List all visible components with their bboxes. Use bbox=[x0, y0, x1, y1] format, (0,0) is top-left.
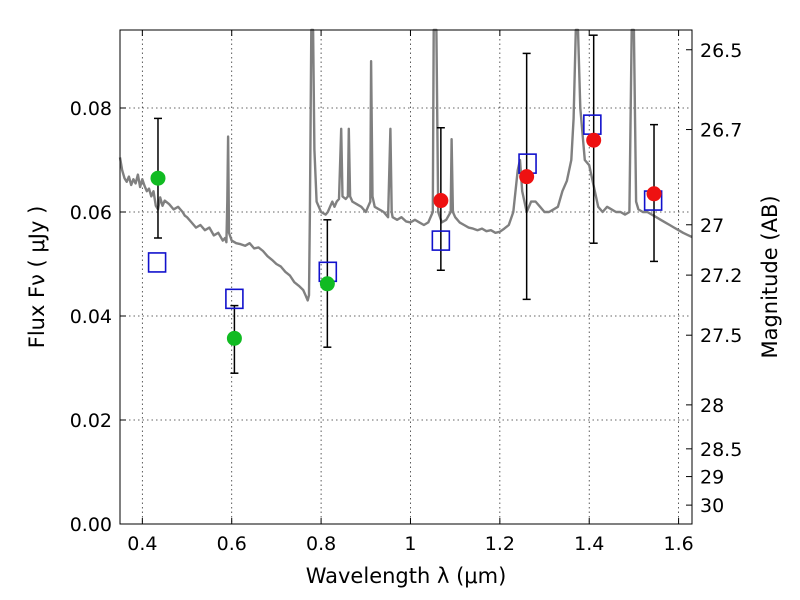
y-tick-label: 0.08 bbox=[70, 98, 112, 120]
observed-point-green bbox=[226, 330, 242, 346]
y-axis-label: Flux Fν ( μJy ) bbox=[25, 206, 49, 349]
y2-tick-label: 27 bbox=[700, 215, 724, 237]
model-spectrum-layer bbox=[118, 28, 693, 302]
y2-tick-label: 28.5 bbox=[700, 439, 742, 461]
x-axis-label: Wavelength λ (μm) bbox=[306, 564, 507, 588]
model-photometry-square bbox=[225, 288, 244, 310]
x-tick-label: 0.4 bbox=[127, 533, 157, 555]
y2-tick-label: 27.5 bbox=[700, 325, 742, 347]
y2-tick-label: 27.2 bbox=[700, 265, 742, 287]
model-photometry-square bbox=[431, 230, 451, 251]
y-tick-label: 0.06 bbox=[70, 202, 112, 224]
model-spectrum-line bbox=[118, 28, 693, 302]
x-tick-label: 0.8 bbox=[306, 533, 336, 555]
observed-photometry-layer bbox=[150, 132, 662, 346]
x-tick-label: 0.6 bbox=[217, 533, 247, 555]
plot-frame bbox=[119, 29, 693, 525]
observed-point-red bbox=[646, 186, 662, 202]
x-tick-label: 1.4 bbox=[574, 533, 604, 555]
y2-tick-label: 26.5 bbox=[700, 40, 742, 62]
x-tick-label: 1.2 bbox=[485, 533, 515, 555]
y2-tick-label: 26.7 bbox=[700, 120, 742, 142]
y2-tick-label: 29 bbox=[700, 467, 724, 489]
y-tick-label: 0.02 bbox=[70, 410, 112, 432]
model-photometry-square bbox=[583, 114, 602, 135]
y-tick-label: 0.04 bbox=[70, 306, 112, 328]
x-tick-label: 1 bbox=[404, 533, 416, 555]
model-photometry-square bbox=[147, 252, 167, 273]
observed-point-red bbox=[519, 169, 535, 185]
x-tick-label: 1.6 bbox=[663, 533, 693, 555]
y2-tick-label: 30 bbox=[700, 495, 724, 517]
observed-point-red bbox=[433, 193, 449, 209]
observed-point-red bbox=[586, 132, 602, 148]
y2-axis-ticks: 26.5 26.7 27 27.2 27.5 28 28.5 29 30 bbox=[686, 40, 742, 517]
y2-tick-label: 28 bbox=[700, 395, 724, 417]
observed-point-green bbox=[150, 170, 166, 186]
x-axis-ticks: 0.4 0.6 0.8 1 1.2 1.4 1.6 bbox=[127, 30, 694, 555]
y2-axis-label: Magnitude (AB) bbox=[758, 195, 782, 358]
y-tick-label: 0.00 bbox=[70, 514, 112, 536]
observed-point-green bbox=[319, 276, 335, 292]
grid-lines bbox=[120, 30, 692, 525]
y-axis-ticks: 0.00 0.02 0.04 0.06 0.08 bbox=[70, 98, 126, 536]
